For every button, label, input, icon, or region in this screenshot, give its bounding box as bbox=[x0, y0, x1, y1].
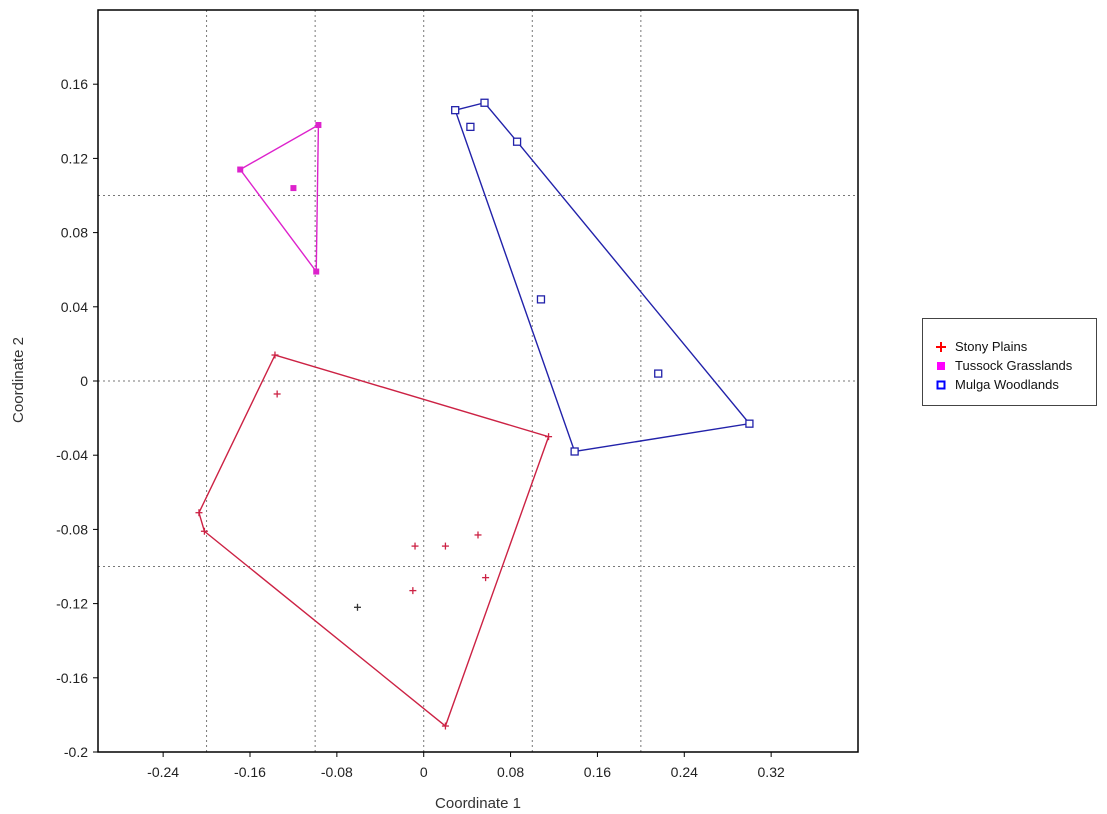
hull-mulga-woodlands bbox=[454, 101, 751, 453]
y-tick-label: 0.12 bbox=[61, 150, 88, 166]
point-open-square bbox=[451, 106, 460, 115]
y-tick-label: 0 bbox=[80, 373, 88, 389]
grid-lines bbox=[98, 10, 858, 752]
x-tick-label: 0.08 bbox=[497, 764, 524, 780]
x-tick-label: -0.24 bbox=[147, 764, 179, 780]
y-tick-label: -0.12 bbox=[56, 596, 88, 612]
hull-stony-plains bbox=[198, 354, 550, 728]
point-open-square bbox=[654, 369, 663, 378]
x-tick-label: -0.16 bbox=[234, 764, 266, 780]
point-plus bbox=[482, 574, 490, 582]
point-plus bbox=[273, 390, 281, 398]
point-plus bbox=[441, 542, 449, 550]
y-tick-label: 0.04 bbox=[61, 299, 88, 315]
convex-hulls bbox=[198, 101, 751, 728]
y-tick-label: 0.08 bbox=[61, 225, 88, 241]
legend: Stony Plains Tussock Grasslands Mulga Wo… bbox=[922, 318, 1097, 406]
x-axis-label: Coordinate 1 bbox=[435, 795, 521, 812]
point-filled-square bbox=[313, 268, 320, 275]
legend-label: Tussock Grasslands bbox=[955, 358, 1073, 373]
point-open-square bbox=[480, 98, 489, 107]
x-tick-label: 0.16 bbox=[584, 764, 611, 780]
point-plus bbox=[353, 603, 361, 611]
x-tick-label: 0.32 bbox=[758, 764, 785, 780]
point-open-square bbox=[536, 295, 546, 304]
point-filled-square bbox=[237, 166, 244, 173]
point-filled-square bbox=[315, 122, 322, 129]
data-points bbox=[195, 98, 754, 730]
point-plus bbox=[409, 587, 417, 595]
legend-item-tussock-grasslands: Tussock Grasslands bbox=[933, 356, 1096, 375]
legend-label: Stony Plains bbox=[955, 339, 1028, 354]
point-plus bbox=[411, 542, 419, 550]
point-filled-square bbox=[290, 185, 297, 192]
y-tick-label: 0.16 bbox=[61, 76, 88, 92]
y-tick-label: -0.04 bbox=[56, 447, 88, 463]
x-tick-label: -0.08 bbox=[321, 764, 353, 780]
y-axis-label: Coordinate 2 bbox=[10, 337, 27, 423]
point-plus bbox=[545, 433, 553, 441]
filled-square-marker-icon bbox=[933, 360, 949, 372]
y-tick-label: -0.2 bbox=[64, 744, 88, 760]
legend-item-mulga-woodlands: Mulga Woodlands bbox=[933, 375, 1096, 394]
legend-label: Mulga Woodlands bbox=[955, 377, 1059, 392]
point-plus bbox=[474, 531, 482, 539]
point-plus bbox=[200, 527, 208, 535]
legend-item-stony-plains: Stony Plains bbox=[933, 337, 1096, 356]
axis-ticks: -0.24 -0.16 -0.08 0 0.08 0.16 0.24 0.32 0.16 0.12… bbox=[56, 76, 785, 780]
plus-marker-icon bbox=[933, 341, 949, 353]
y-tick-label: -0.16 bbox=[56, 670, 88, 686]
point-plus bbox=[441, 722, 449, 730]
open-square-marker-icon bbox=[933, 379, 949, 391]
hull-tussock-grasslands bbox=[239, 123, 320, 274]
point-open-square bbox=[570, 447, 579, 456]
point-open-square bbox=[466, 122, 475, 132]
point-open-square bbox=[512, 137, 522, 146]
x-tick-label: 0.24 bbox=[671, 764, 698, 780]
point-plus bbox=[195, 509, 203, 517]
point-plus bbox=[271, 351, 279, 359]
x-tick-label: 0 bbox=[420, 764, 428, 780]
y-tick-label: -0.08 bbox=[56, 521, 88, 537]
point-open-square bbox=[745, 419, 754, 428]
